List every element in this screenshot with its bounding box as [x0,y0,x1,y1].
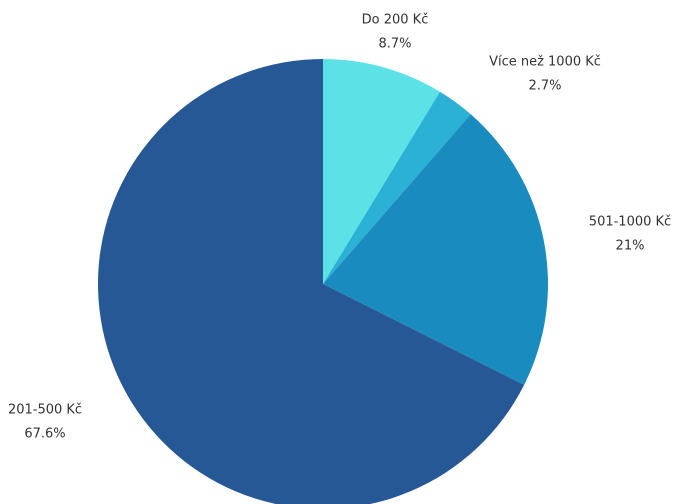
slice-label: Více než 1000 Kč [489,55,601,70]
slice-value-label: 2.7% [528,79,561,94]
slice-value-label: 8.7% [378,37,411,52]
slice-label: 501-1000 Kč [589,215,671,230]
slice-value-label: 67.6% [24,427,65,442]
slice-label: Do 200 Kč [362,13,429,28]
pie-slice [323,114,548,385]
slice-label: 201-500 Kč [8,403,82,418]
pie-slice [323,91,471,285]
slice-value-label: 21% [616,239,645,254]
pie-slice [323,59,440,284]
pie-slice [98,59,525,504]
